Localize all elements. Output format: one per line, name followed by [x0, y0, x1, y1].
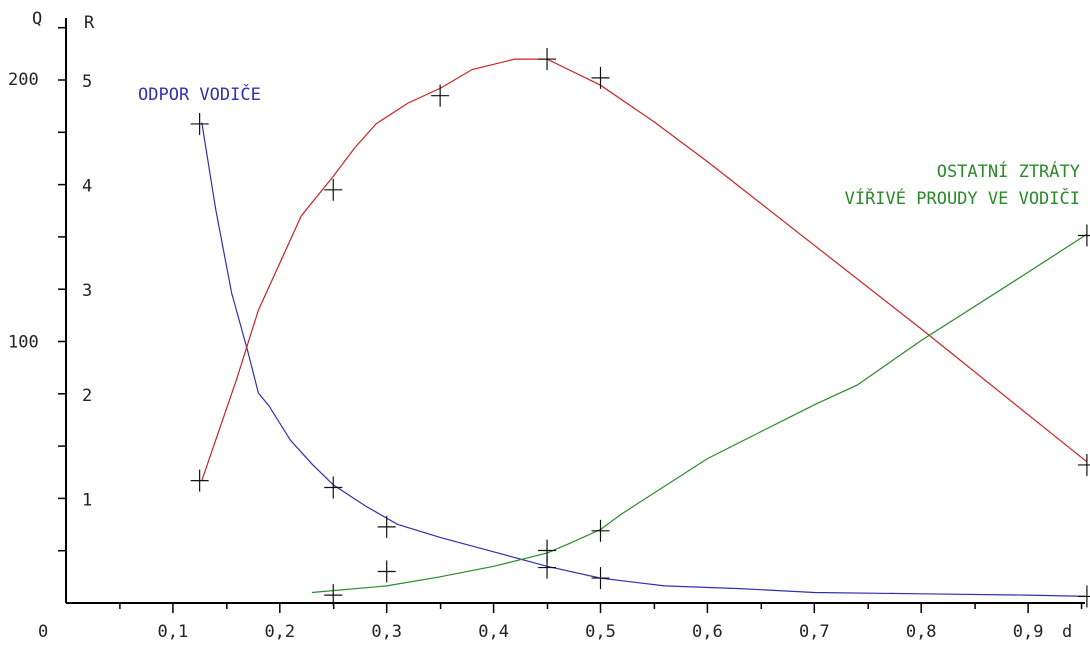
- data-point-marker: [324, 476, 343, 499]
- x-tick-label: 0,3: [371, 622, 402, 642]
- y-right-tick-label: 5: [82, 72, 92, 92]
- series-line: [311, 233, 1088, 594]
- data-point-marker: [591, 519, 610, 542]
- x-tick-label: 0,5: [585, 622, 616, 642]
- data-point-marker: [377, 560, 396, 583]
- y-right-tick-label: 4: [82, 177, 92, 197]
- y-right-tick-label: 3: [82, 281, 92, 301]
- markers: [190, 48, 1090, 608]
- x-tick-label: 0,1: [158, 622, 189, 642]
- data-point-marker: [190, 469, 209, 492]
- series-label: OSTATNÍ ZTRÁTY: [937, 160, 1080, 182]
- data-point-marker: [431, 84, 450, 107]
- x-tick-label: 0,6: [692, 622, 723, 642]
- y-axis-label-right: R: [84, 13, 95, 33]
- data-point-marker: [1077, 453, 1090, 476]
- y-left-tick-label: 200: [8, 70, 39, 90]
- y-axis-label-left: Q: [32, 9, 42, 29]
- x-axis-label: d: [1062, 622, 1072, 642]
- axes: [65, 18, 1085, 604]
- series-label: ODPOR VODIČE: [138, 83, 261, 105]
- series-line: [201, 58, 1088, 481]
- x-tick-label: 0,4: [478, 622, 509, 642]
- series-label: VÍŘIVÉ PROUDY VE VODIČI: [845, 187, 1080, 209]
- data-point-marker: [324, 584, 343, 607]
- x-tick-label: 0,8: [906, 622, 937, 642]
- y-right-tick-label: 1: [82, 490, 92, 510]
- data-point-marker: [591, 66, 610, 89]
- data-point-marker: [190, 112, 209, 135]
- ticks: 0 0,1 0,2 0,3 0,4 0,5 0,6 0,7 0,8 0,9 1 2 3 4 5 100 200: [8, 26, 1083, 642]
- curves: [201, 58, 1088, 597]
- labels: Q R d ODPOR VODIČE OSTATNÍ ZTRÁTY VÍŘIVÉ P…: [32, 9, 1080, 642]
- data-point-marker: [324, 178, 343, 201]
- x-tick-label: 0: [38, 622, 48, 642]
- series-line: [201, 122, 1087, 597]
- x-tick-label: 0,2: [264, 622, 295, 642]
- y-right-tick-label: 2: [82, 386, 92, 406]
- x-tick-label: 0,7: [799, 622, 830, 642]
- data-point-marker: [1077, 585, 1090, 608]
- data-point-marker: [538, 48, 557, 71]
- data-point-marker: [1077, 224, 1090, 247]
- y-left-tick-label: 100: [8, 333, 39, 353]
- data-point-marker: [591, 567, 610, 590]
- x-tick-label: 0,9: [1013, 622, 1044, 642]
- data-point-marker: [377, 515, 396, 538]
- data-point-marker: [538, 539, 557, 562]
